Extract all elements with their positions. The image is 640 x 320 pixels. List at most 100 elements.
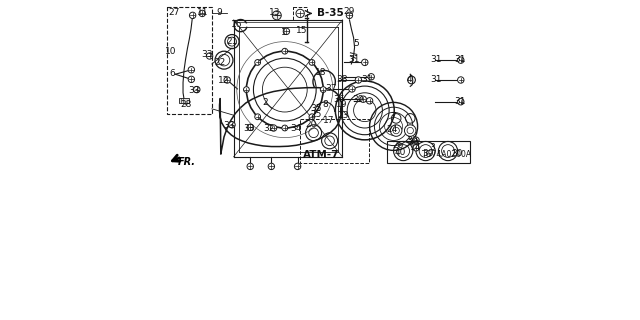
- Circle shape: [458, 77, 464, 83]
- Text: 15: 15: [296, 26, 307, 35]
- Circle shape: [229, 122, 236, 128]
- Circle shape: [274, 12, 280, 19]
- Text: 31: 31: [430, 75, 442, 84]
- Bar: [387, 141, 470, 163]
- Text: 17: 17: [323, 116, 335, 124]
- Circle shape: [243, 87, 250, 92]
- Text: 35: 35: [310, 104, 322, 113]
- Text: 12: 12: [218, 76, 229, 85]
- Text: 2: 2: [262, 98, 268, 107]
- Text: 16: 16: [231, 20, 243, 29]
- Circle shape: [188, 67, 195, 73]
- Text: 38: 38: [336, 75, 348, 84]
- Circle shape: [294, 163, 301, 170]
- Text: 36: 36: [333, 95, 344, 104]
- Text: 31: 31: [362, 75, 373, 84]
- Circle shape: [206, 53, 212, 59]
- Circle shape: [349, 86, 355, 92]
- Text: ATM-7: ATM-7: [303, 150, 339, 160]
- Text: 3: 3: [430, 143, 435, 152]
- Circle shape: [413, 137, 419, 143]
- Circle shape: [189, 12, 196, 19]
- Circle shape: [224, 77, 230, 83]
- Text: 31: 31: [454, 97, 466, 106]
- Text: 33: 33: [202, 50, 213, 59]
- Bar: [179, 98, 189, 103]
- Text: 7: 7: [390, 112, 396, 121]
- Text: 33: 33: [223, 121, 234, 130]
- Text: 33: 33: [243, 124, 255, 133]
- Circle shape: [194, 86, 200, 93]
- Circle shape: [271, 125, 277, 131]
- Text: 37: 37: [326, 84, 337, 92]
- Text: 31: 31: [348, 55, 359, 64]
- Circle shape: [367, 98, 372, 104]
- Text: 9: 9: [216, 8, 222, 17]
- Circle shape: [458, 57, 464, 63]
- Circle shape: [362, 59, 368, 66]
- Text: 13: 13: [269, 8, 280, 17]
- Text: 33: 33: [188, 86, 199, 95]
- Bar: [292, 7, 307, 20]
- Text: 10: 10: [164, 47, 176, 56]
- Circle shape: [309, 114, 315, 120]
- Circle shape: [355, 77, 362, 83]
- Circle shape: [255, 60, 260, 65]
- Text: 24: 24: [387, 125, 398, 134]
- Circle shape: [413, 145, 419, 151]
- Text: 31: 31: [430, 55, 442, 64]
- Circle shape: [296, 9, 305, 18]
- Text: 29: 29: [344, 7, 355, 16]
- Text: 32: 32: [264, 124, 275, 133]
- Text: 26: 26: [393, 141, 404, 150]
- Circle shape: [368, 74, 374, 80]
- Text: 5: 5: [353, 39, 358, 48]
- Circle shape: [321, 87, 326, 92]
- Circle shape: [188, 76, 195, 83]
- Circle shape: [272, 11, 282, 20]
- Text: 25: 25: [310, 110, 322, 119]
- Text: B-35: B-35: [317, 8, 344, 19]
- Text: 28: 28: [180, 100, 191, 108]
- Circle shape: [393, 127, 399, 134]
- Circle shape: [283, 28, 289, 35]
- Text: 11: 11: [196, 8, 208, 17]
- Circle shape: [360, 96, 367, 102]
- Circle shape: [268, 163, 275, 170]
- Text: 18: 18: [315, 68, 326, 77]
- Circle shape: [309, 60, 315, 65]
- Bar: [167, 7, 212, 114]
- Text: 40: 40: [394, 148, 406, 157]
- Text: 20: 20: [305, 120, 317, 129]
- Text: FR.: FR.: [178, 156, 196, 167]
- Text: 31: 31: [454, 55, 466, 64]
- Bar: [300, 119, 369, 163]
- Text: 8: 8: [322, 100, 328, 109]
- Circle shape: [407, 127, 413, 134]
- Circle shape: [282, 125, 288, 131]
- Text: 30: 30: [406, 136, 418, 145]
- Text: 21: 21: [227, 37, 237, 46]
- Text: 6: 6: [170, 69, 175, 78]
- Text: 30: 30: [451, 149, 463, 158]
- Circle shape: [247, 163, 253, 170]
- Text: 34: 34: [291, 124, 301, 133]
- Text: 30: 30: [422, 149, 434, 158]
- Text: 4: 4: [406, 75, 412, 84]
- Circle shape: [255, 114, 260, 120]
- Circle shape: [247, 124, 253, 131]
- Text: 30: 30: [407, 138, 419, 147]
- Text: 39: 39: [352, 95, 364, 104]
- Text: 1: 1: [282, 28, 287, 37]
- Text: 27: 27: [169, 8, 180, 17]
- Text: 14: 14: [410, 143, 421, 152]
- Circle shape: [404, 125, 416, 136]
- Circle shape: [282, 48, 288, 54]
- Text: TG74A0200A: TG74A0200A: [422, 150, 472, 159]
- Circle shape: [390, 125, 402, 136]
- Text: 19: 19: [336, 100, 348, 109]
- Text: 22: 22: [214, 58, 226, 67]
- Text: 23: 23: [337, 111, 349, 120]
- Circle shape: [458, 99, 464, 105]
- Circle shape: [199, 10, 205, 17]
